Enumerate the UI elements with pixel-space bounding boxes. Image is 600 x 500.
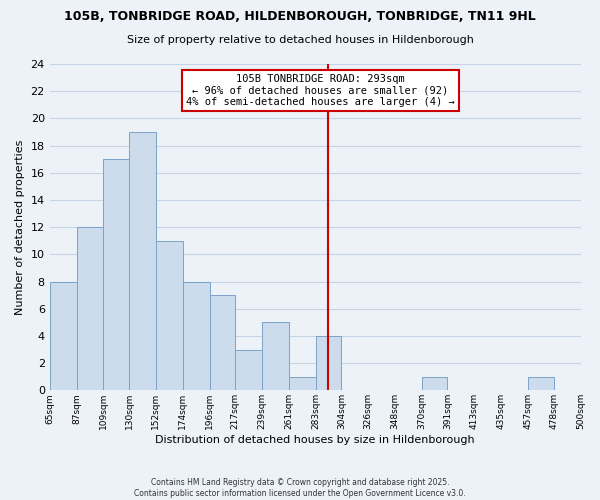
Bar: [103, 159, 129, 390]
Bar: [50, 282, 77, 391]
Bar: [528, 376, 554, 390]
Y-axis label: Number of detached properties: Number of detached properties: [15, 140, 25, 315]
Bar: [316, 336, 341, 390]
Bar: [235, 350, 262, 391]
Bar: [77, 227, 103, 390]
Bar: [289, 376, 316, 390]
Bar: [129, 132, 156, 390]
Bar: [209, 295, 235, 390]
Text: Size of property relative to detached houses in Hildenborough: Size of property relative to detached ho…: [127, 35, 473, 45]
Bar: [262, 322, 289, 390]
Bar: [422, 376, 448, 390]
Bar: [182, 282, 209, 391]
Bar: [581, 376, 600, 390]
Text: 105B, TONBRIDGE ROAD, HILDENBOROUGH, TONBRIDGE, TN11 9HL: 105B, TONBRIDGE ROAD, HILDENBOROUGH, TON…: [64, 10, 536, 23]
Bar: [156, 240, 182, 390]
Text: 105B TONBRIDGE ROAD: 293sqm
← 96% of detached houses are smaller (92)
4% of semi: 105B TONBRIDGE ROAD: 293sqm ← 96% of det…: [186, 74, 455, 107]
Text: Contains HM Land Registry data © Crown copyright and database right 2025.
Contai: Contains HM Land Registry data © Crown c…: [134, 478, 466, 498]
X-axis label: Distribution of detached houses by size in Hildenborough: Distribution of detached houses by size …: [155, 435, 475, 445]
